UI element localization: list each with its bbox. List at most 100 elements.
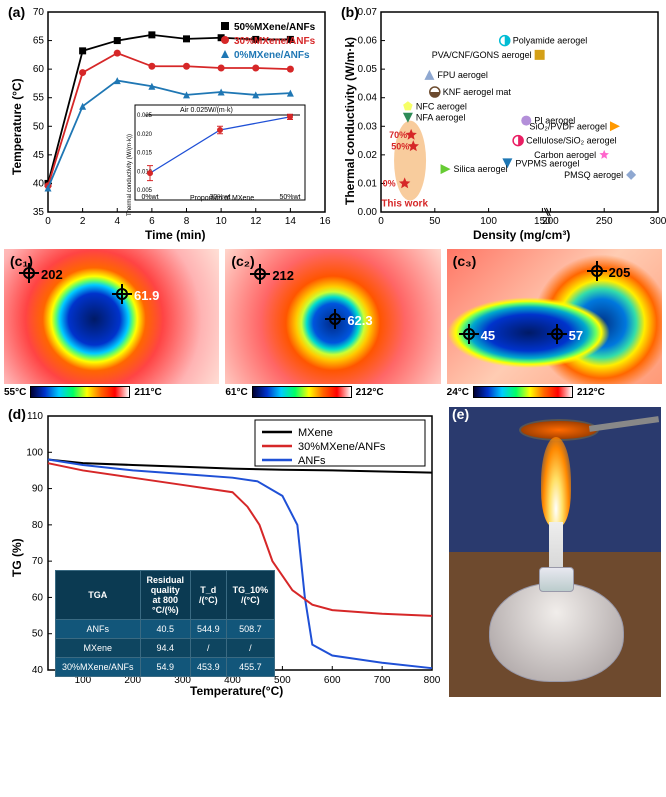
svg-text:0.06: 0.06 (358, 36, 378, 47)
thermal-image: (c₂)21262.3 (225, 249, 440, 384)
tga-header: Residual quality at 800 °C/(%) (140, 571, 191, 620)
crosshair (112, 284, 132, 304)
svg-text:This work: This work (381, 198, 428, 209)
svg-text:65: 65 (33, 36, 45, 47)
svg-text:8: 8 (184, 216, 190, 227)
temp-reading: 61.9 (134, 288, 159, 303)
heatbar-hi: 212°C (356, 387, 384, 398)
svg-text:40: 40 (33, 178, 45, 189)
svg-text:Cellulose/SiO₂ aerogel: Cellulose/SiO₂ aerogel (526, 136, 617, 146)
chart-a: 0246810121416354045505560657050%MXene/AN… (0, 0, 333, 245)
thermal-image: (c₁)20261.9 (4, 249, 219, 384)
svg-text:Air 0.025W/(m·k): Air 0.025W/(m·k) (180, 107, 233, 114)
xlabel-b: Density (mg/cm³) (473, 228, 570, 242)
tga-cell: 30%MXene/ANFs (56, 658, 141, 677)
svg-text:50%: 50% (391, 141, 409, 151)
svg-text:KNF aerogel mat: KNF aerogel mat (443, 87, 512, 97)
svg-text:14: 14 (285, 216, 297, 227)
svg-text:0: 0 (378, 216, 384, 227)
svg-text:50: 50 (32, 629, 44, 640)
panel-e: (e) (444, 402, 666, 702)
svg-text:PVA/CNF/GONS aerogel: PVA/CNF/GONS aerogel (432, 50, 532, 60)
thermal-panel-3: (c₃)205455724°C212°C (447, 249, 662, 398)
crosshair (250, 264, 270, 284)
xlabel-a: Time (min) (145, 228, 205, 242)
svg-text:30%MXene/ANFs: 30%MXene/ANFs (298, 441, 386, 453)
svg-text:Silica aerogel: Silica aerogel (454, 164, 508, 174)
heatbar-hi: 211°C (134, 387, 161, 398)
svg-text:0.07: 0.07 (358, 7, 378, 18)
tga-cell: 453.9 (191, 658, 227, 677)
svg-text:110: 110 (27, 411, 43, 422)
svg-text:50: 50 (33, 121, 45, 132)
heatbar-gradient (30, 386, 130, 398)
temp-reading: 202 (41, 267, 63, 282)
panel-label-d: (d) (8, 406, 26, 422)
tweezers (589, 416, 659, 432)
crosshair (19, 263, 39, 283)
svg-text:Thermal conductivity (W/(m·k)): Thermal conductivity (W/(m·k)) (127, 134, 133, 216)
svg-text:70: 70 (33, 7, 45, 18)
svg-text:FPU aerogel: FPU aerogel (437, 70, 488, 80)
panel-a: (a) 0246810121416354045505560657050%MXen… (0, 0, 333, 245)
tga-header: TG_10% /(°C) (226, 571, 275, 620)
svg-text:70: 70 (32, 556, 44, 567)
panel-d: (d) 100200300400500600700800405060708090… (0, 402, 444, 702)
chart-b: 0501001502002503000.000.010.020.030.040.… (333, 0, 666, 245)
panel-label-e: (e) (452, 406, 469, 422)
thermal-row: (c₁)20261.955°C211°C(c₂)21262.361°C212°C… (0, 245, 666, 402)
svg-text:NFA aerogel: NFA aerogel (416, 113, 466, 123)
svg-text:0.005: 0.005 (137, 188, 153, 194)
tga-cell: 54.9 (140, 658, 191, 677)
heatbar-hi: 212°C (577, 387, 605, 398)
svg-text:0.02: 0.02 (358, 150, 378, 161)
tga-table: TGAResidual quality at 800 °C/(%)T_d /(°… (55, 570, 275, 677)
temp-reading: 212 (272, 268, 294, 283)
svg-text:700: 700 (374, 675, 391, 686)
svg-text:0: 0 (45, 216, 51, 227)
svg-text:30%MXene/ANFs: 30%MXene/ANFs (234, 36, 316, 47)
tga-cell: / (191, 639, 227, 658)
svg-text:0%MXene/ANFs: 0%MXene/ANFs (234, 50, 310, 61)
tga-header: TGA (56, 571, 141, 620)
svg-text:250: 250 (596, 216, 613, 227)
svg-text:200: 200 (542, 216, 559, 227)
svg-text:100: 100 (480, 216, 497, 227)
lamp-neck (539, 567, 574, 592)
svg-text:40: 40 (32, 665, 44, 676)
tga-header: T_d /(°C) (191, 571, 227, 620)
tga-cell: 40.5 (140, 620, 191, 639)
heatbar: 61°C 212°C (225, 386, 440, 398)
heatbar-lo: 24°C (447, 387, 469, 398)
temp-reading: 205 (609, 265, 631, 280)
svg-text:600: 600 (324, 675, 341, 686)
svg-text:0.025: 0.025 (137, 113, 153, 119)
svg-text:PMSQ aerogel: PMSQ aerogel (564, 170, 623, 180)
temp-reading: 57 (569, 328, 583, 343)
svg-text:Polyamide aerogel: Polyamide aerogel (513, 36, 588, 46)
svg-text:0.020: 0.020 (137, 132, 153, 138)
svg-text:SiO₂/PVDF aerogel: SiO₂/PVDF aerogel (529, 121, 607, 131)
tga-cell: ANFs (56, 620, 141, 639)
panel-label-b: (b) (341, 4, 359, 20)
svg-text:55: 55 (33, 93, 45, 104)
temp-reading: 45 (481, 328, 495, 343)
svg-text:50%wt: 50%wt (279, 194, 300, 201)
svg-text:10: 10 (216, 216, 228, 227)
tga-cell: 455.7 (226, 658, 275, 677)
svg-text:50: 50 (429, 216, 441, 227)
svg-text:60: 60 (32, 592, 44, 603)
tga-cell: 94.4 (140, 639, 191, 658)
thermal-panel-2: (c₂)21262.3 61°C 212°C (225, 249, 440, 398)
svg-text:60: 60 (33, 64, 45, 75)
tga-cell: / (226, 639, 275, 658)
svg-text:100: 100 (26, 447, 43, 458)
xlabel-d: Temperature(°C) (190, 684, 283, 698)
heatbar-lo: 61°C (225, 387, 247, 398)
svg-text:0.03: 0.03 (358, 121, 378, 132)
svg-text:0.00: 0.00 (358, 207, 378, 218)
svg-text:50%MXene/ANFs: 50%MXene/ANFs (234, 22, 316, 33)
flame (541, 437, 571, 527)
svg-text:0.01: 0.01 (358, 178, 378, 189)
svg-text:0.05: 0.05 (358, 64, 378, 75)
